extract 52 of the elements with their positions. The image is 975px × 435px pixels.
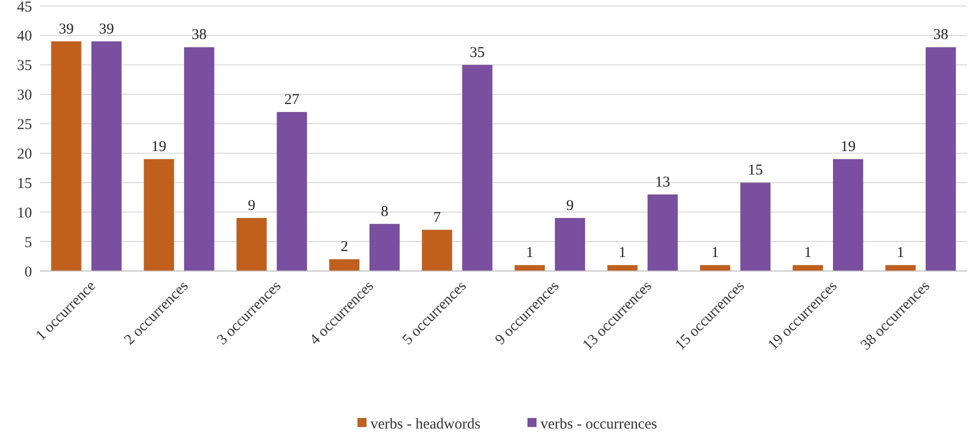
data-label: 9 (566, 198, 574, 214)
data-label: 39 (58, 21, 74, 38)
y-tick-label: 35 (17, 58, 32, 74)
data-label: 39 (98, 21, 114, 38)
legend-label: verbs - occurrences (540, 416, 658, 432)
data-label: 8 (380, 204, 388, 220)
bar (648, 194, 678, 271)
bar (740, 182, 770, 271)
data-label: 7 (433, 210, 442, 226)
y-tick-label: 45 (17, 0, 32, 16)
y-tick-label: 0 (24, 264, 32, 280)
bar (885, 265, 916, 271)
data-label: 19 (151, 139, 166, 156)
data-label: 1 (804, 245, 812, 262)
bar (607, 265, 638, 271)
bar (700, 265, 730, 271)
data-label: 38 (192, 27, 207, 44)
data-label: 2 (340, 239, 348, 256)
bar (184, 47, 214, 271)
y-tick-label: 25 (17, 117, 32, 134)
y-tick-label: 20 (17, 146, 32, 162)
data-label: 27 (284, 92, 300, 108)
bar (792, 265, 823, 271)
data-label: 38 (933, 27, 948, 44)
bar (369, 224, 400, 271)
data-label: 9 (248, 198, 256, 214)
bar (329, 259, 360, 271)
data-label: 1 (896, 245, 904, 262)
bar (236, 218, 267, 271)
bar (462, 64, 492, 271)
bar (276, 112, 307, 271)
bar (51, 41, 82, 271)
bar (514, 265, 545, 271)
data-label: 15 (748, 162, 763, 179)
y-tick-label: 30 (17, 88, 32, 104)
data-label: 35 (470, 44, 485, 61)
data-label: 1 (526, 245, 534, 262)
bar (422, 230, 452, 271)
data-label: 1 (711, 245, 719, 262)
bar (926, 47, 956, 271)
y-tick-label: 5 (24, 234, 32, 251)
bar (832, 159, 864, 271)
y-tick-label: 40 (17, 28, 32, 45)
data-label: 1 (618, 245, 626, 262)
data-label: 13 (655, 174, 670, 190)
data-label: 19 (840, 139, 856, 156)
bar (144, 159, 174, 271)
bar (91, 41, 122, 271)
bar (554, 218, 586, 271)
legend-label: verbs - headwords (370, 416, 481, 432)
y-tick-label: 15 (17, 176, 32, 192)
y-tick-label: 10 (17, 205, 32, 222)
